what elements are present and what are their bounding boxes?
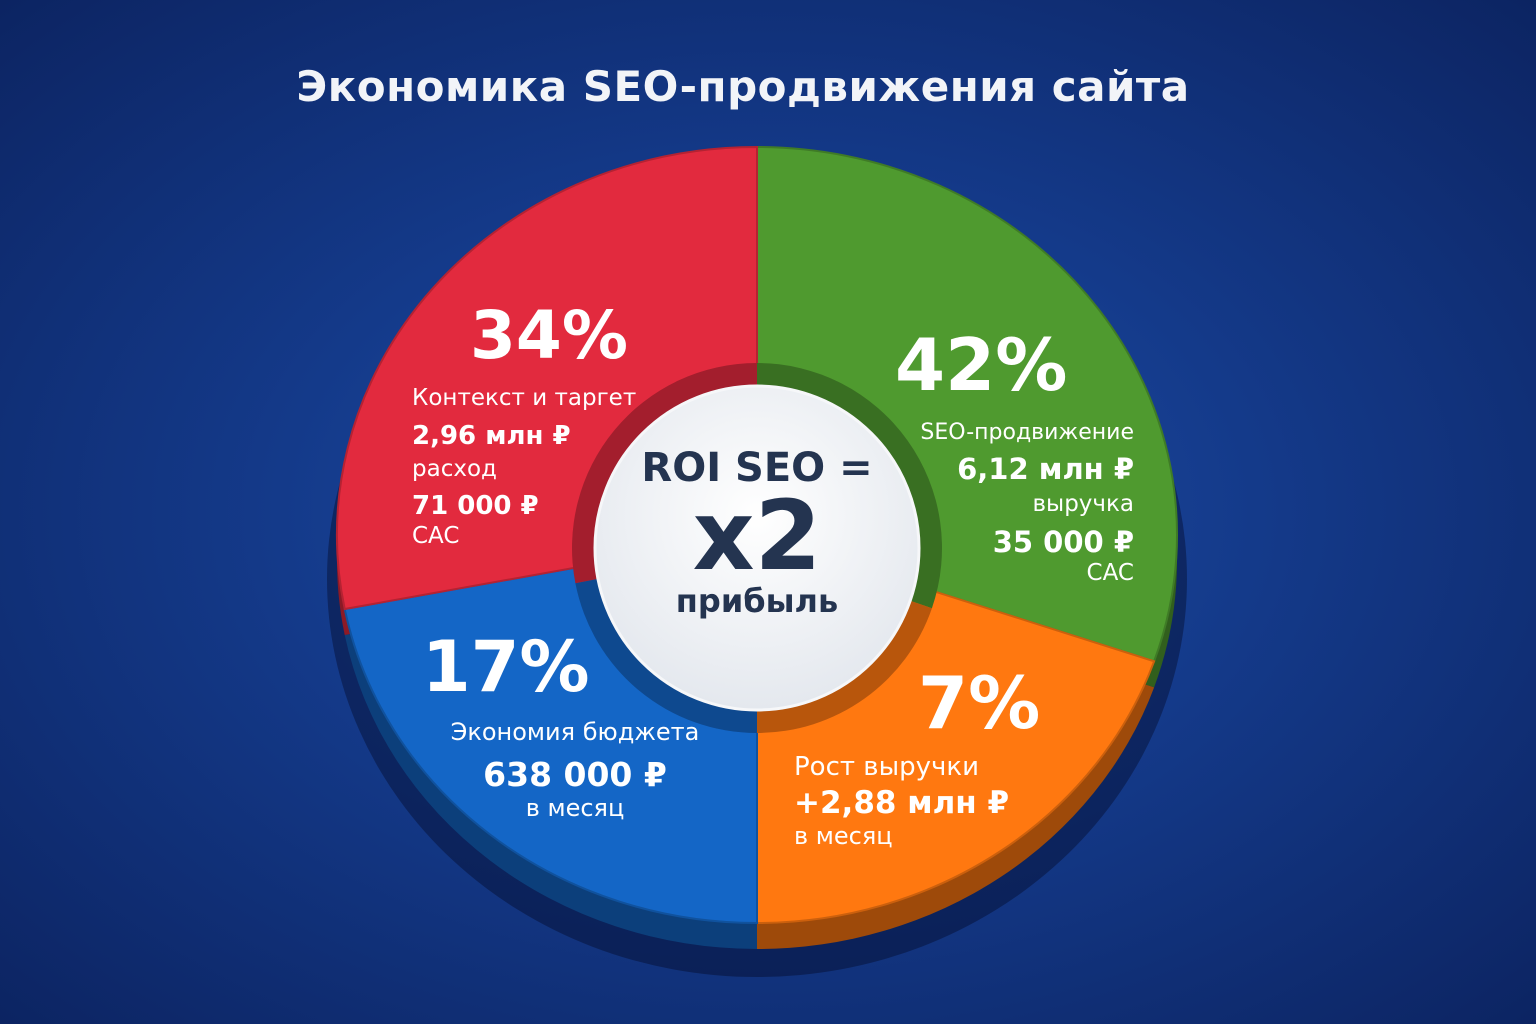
slice-label-blue: 17% [422,625,590,709]
slice-name: Рост выручки [794,752,979,782]
slice-text-orange: Рост выручки +2,88 млн ₽ в месяц [794,752,1009,851]
slice-cac: 35 000 ₽ [992,524,1134,559]
roi-center-label: ROI SEO = x2 прибыль [597,445,917,620]
slice-name: Экономия бюджета [450,718,700,746]
roi-value: x2 [692,480,822,592]
slice-text-green: SEO-продвижение 6,12 млн ₽ выручка 35 00… [920,420,1134,587]
slice-name: SEO-продвижение [920,420,1134,445]
percent-label: 42% [895,323,1068,407]
slice-text-red: Контекст и таргет 2,96 млн ₽ расход 71 0… [412,385,636,550]
slice-value: 2,96 млн ₽ [412,420,571,451]
percent-label: 34% [470,297,628,374]
roi-title: ROI SEO = [641,445,873,491]
slice-name: Контекст и таргет [412,385,637,411]
slice-value: +2,88 млн ₽ [794,785,1010,822]
slice-value-note: расход [412,455,497,482]
slice-label-green: 42% [895,322,1067,408]
slice-value: 638 000 ₽ [483,754,667,794]
slice-cac-label: CAC [1086,559,1134,586]
slice-value-note: в месяц [525,794,625,823]
slice-cac: 71 000 ₽ [412,491,539,522]
roi-note: прибыль [675,582,839,621]
percent-label: 7% [918,661,1041,745]
slice-label-red: 34% [470,296,628,375]
slice-text-blue: Экономия бюджета 638 000 ₽ в месяц [445,718,705,823]
center-disc [593,384,921,712]
slice-value: 6,12 млн ₽ [957,452,1134,487]
slice-cac-label: CAC [412,522,460,549]
slice-label-orange: 7% [918,660,1040,746]
percent-label: 17% [422,626,590,708]
slice-value-note: выручка [1032,491,1134,518]
slice-value-note: в месяц [794,822,893,851]
chart-title: Экономика SEO-продвижения сайта [296,62,1190,111]
